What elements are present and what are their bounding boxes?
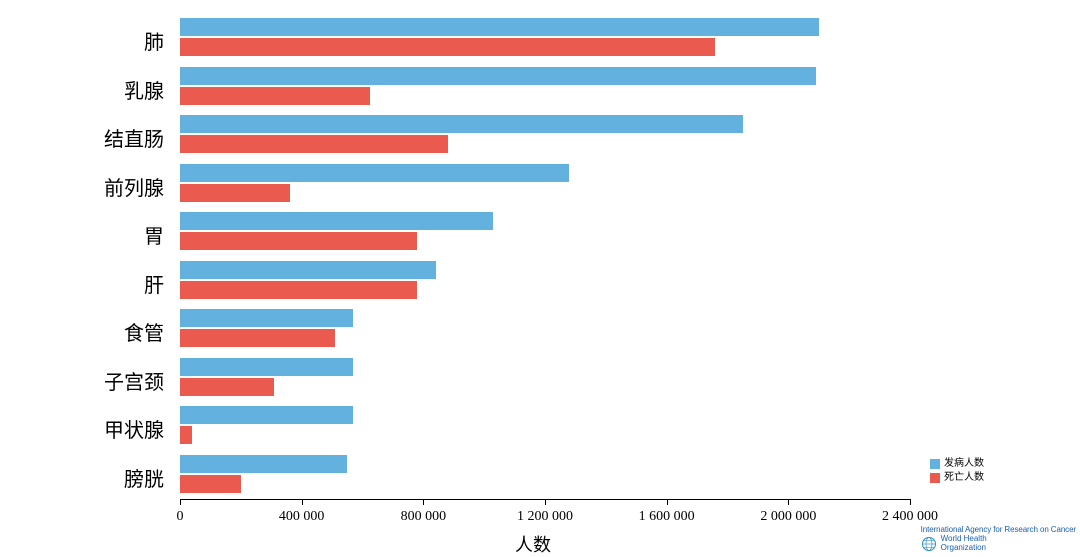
y-category-label: 肝 — [144, 269, 164, 298]
bar-mortality — [180, 135, 448, 153]
x-tick-mark — [423, 499, 424, 505]
bar-mortality — [180, 38, 715, 56]
y-category-label: 乳腺 — [124, 75, 164, 104]
who-logo-icon — [921, 536, 937, 552]
bar-incidence — [180, 212, 493, 230]
x-axis-title: 人数 — [515, 531, 551, 557]
bar-mortality — [180, 378, 274, 396]
bar-mortality — [180, 329, 335, 347]
x-tick-label: 800 000 — [401, 509, 447, 525]
bar-incidence — [180, 67, 816, 85]
x-tick-label: 0 — [177, 509, 184, 525]
bar-mortality — [180, 184, 290, 202]
bar-incidence — [180, 358, 353, 376]
bar-incidence — [180, 455, 347, 473]
x-tick-mark — [667, 499, 668, 505]
who-text: World Health Organization — [941, 535, 987, 552]
legend-label-incidence: 发病人数 — [944, 458, 984, 470]
x-tick-mark — [302, 499, 303, 505]
legend-swatch-mortality — [930, 473, 940, 483]
bar-incidence — [180, 309, 353, 327]
y-category-label: 膀胱 — [124, 463, 164, 492]
y-category-label: 食管 — [124, 317, 164, 346]
cancer-bar-chart: 肺乳腺结直肠前列腺胃肝食管子宫颈甲状腺膀胱 0 400 000 800 000 1 2… — [0, 0, 1080, 554]
x-tick-mark — [788, 499, 789, 505]
x-tick-mark — [910, 499, 911, 505]
x-tick-mark — [545, 499, 546, 505]
bar-mortality — [180, 87, 370, 105]
bar-incidence — [180, 261, 436, 279]
y-category-label: 甲状腺 — [104, 414, 164, 443]
bar-mortality — [180, 426, 192, 444]
attribution-iarc: International Agency for Research on Can… — [921, 525, 1076, 534]
attribution: International Agency for Research on Can… — [921, 525, 1076, 552]
bar-mortality — [180, 232, 417, 250]
legend-label-mortality: 死亡人数 — [944, 472, 984, 484]
y-category-label: 胃 — [144, 220, 164, 249]
x-tick-label: 400 000 — [279, 509, 325, 525]
y-category-label: 子宫颈 — [104, 366, 164, 395]
y-category-label: 前列腺 — [104, 172, 164, 201]
x-tick-label: 2 000 000 — [760, 509, 816, 525]
legend-swatch-incidence — [930, 459, 940, 469]
legend-item-incidence: 发病人数 — [930, 458, 984, 470]
bar-incidence — [180, 115, 743, 133]
x-tick-mark — [180, 499, 181, 505]
y-category-label: 结直肠 — [104, 123, 164, 152]
bar-incidence — [180, 18, 819, 36]
bar-incidence — [180, 164, 569, 182]
bar-mortality — [180, 475, 241, 493]
x-tick-label: 1 600 000 — [639, 509, 695, 525]
chart-legend: 发病人数 死亡人数 — [930, 458, 984, 484]
bar-incidence — [180, 406, 353, 424]
x-tick-label: 2 400 000 — [882, 509, 938, 525]
y-category-label: 肺 — [144, 26, 164, 55]
bar-mortality — [180, 281, 417, 299]
x-tick-label: 1 200 000 — [517, 509, 573, 525]
legend-item-mortality: 死亡人数 — [930, 472, 984, 484]
